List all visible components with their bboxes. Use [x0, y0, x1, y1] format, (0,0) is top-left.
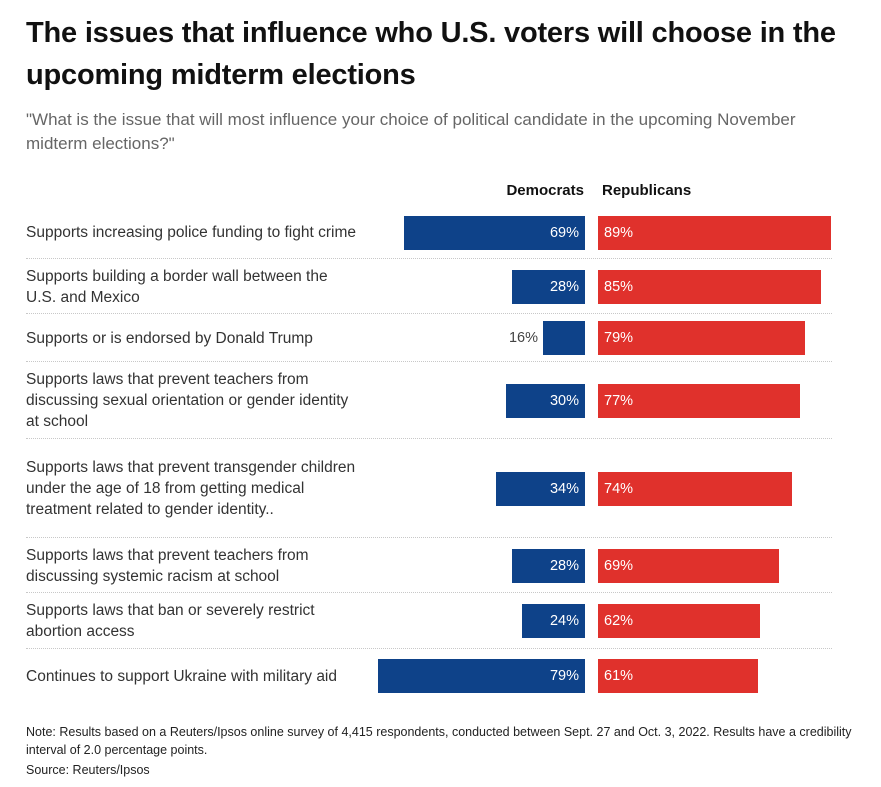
category-label: Supports laws that prevent teachers from… [26, 371, 349, 430]
chart-note: Note: Results based on a Reuters/Ipsos o… [26, 725, 852, 757]
republicans-bar [598, 384, 800, 418]
row-divider [26, 648, 832, 649]
chart-row: Supports increasing police funding to fi… [0, 206, 881, 259]
row-divider [26, 313, 832, 314]
democrats-value-label: 24% [549, 613, 579, 629]
chart-source: Source: Reuters/Ipsos [26, 763, 150, 777]
row-divider [26, 438, 832, 439]
democrats-value-label: 79% [549, 668, 579, 684]
republicans-bar [598, 604, 760, 638]
chart-title: The issues that influence who U.S. voter… [26, 17, 836, 91]
republicans-value-label: 79% [604, 330, 634, 346]
democrats-bar [543, 321, 585, 355]
republicans-bar [598, 549, 779, 583]
democrats-value-label: 69% [549, 225, 579, 241]
democrats-bar [522, 604, 585, 638]
category-label: Supports or is endorsed by Donald Trump [26, 330, 313, 347]
category-label: Supports building a border wall between … [26, 268, 328, 306]
republicans-value-label: 85% [604, 279, 634, 295]
republicans-bar [598, 270, 821, 304]
row-divider [26, 537, 832, 538]
category-label: Supports laws that ban or severely restr… [26, 602, 315, 640]
republicans-value-label: 69% [604, 558, 634, 574]
democrats-value-label: 28% [549, 279, 579, 295]
republicans-value-label: 77% [604, 393, 634, 409]
republicans-bar [598, 321, 805, 355]
chart-row: Continues to support Ukraine with milita… [0, 649, 881, 703]
democrats-value-label: 28% [549, 558, 579, 574]
republicans-value-label: 62% [604, 613, 634, 629]
category-label: Supports laws that prevent transgender c… [26, 459, 356, 518]
chart-subtitle: "What is the issue that will most influe… [26, 110, 796, 153]
democrats-column-header: Democrats [506, 182, 584, 199]
row-divider [26, 592, 832, 593]
democrats-bar [512, 549, 585, 583]
republicans-value-label: 74% [604, 481, 634, 497]
democrats-bar [506, 384, 585, 418]
republicans-value-label: 61% [604, 668, 634, 684]
category-label: Supports increasing police funding to fi… [26, 224, 356, 241]
category-label: Supports laws that prevent teachers from… [26, 547, 309, 585]
chart-row: Supports laws that prevent teachers from… [0, 362, 881, 439]
chart-row: Supports building a border wall between … [0, 259, 881, 314]
chart-row: Supports laws that prevent transgender c… [0, 439, 881, 538]
democrats-bar [496, 472, 585, 506]
democrats-value-label: 16% [508, 330, 538, 346]
republicans-bar [598, 659, 758, 693]
democrats-bar [404, 216, 585, 250]
democrats-bar [512, 270, 585, 304]
chart-row: Supports or is endorsed by Donald Trump 1… [0, 314, 881, 362]
democrats-bar [378, 659, 585, 693]
row-divider [26, 258, 832, 259]
category-label: Continues to support Ukraine with milita… [26, 668, 337, 685]
row-divider [26, 361, 832, 362]
republicans-bar [598, 472, 792, 506]
republicans-column-header: Republicans [602, 182, 692, 199]
republicans-bar [598, 216, 831, 250]
democrats-value-label: 30% [549, 393, 579, 409]
chart-row: Supports laws that prevent teachers from… [0, 538, 881, 593]
chart-row: Supports laws that ban or severely restr… [0, 593, 881, 649]
republicans-value-label: 89% [604, 225, 634, 241]
democrats-value-label: 34% [549, 481, 579, 497]
